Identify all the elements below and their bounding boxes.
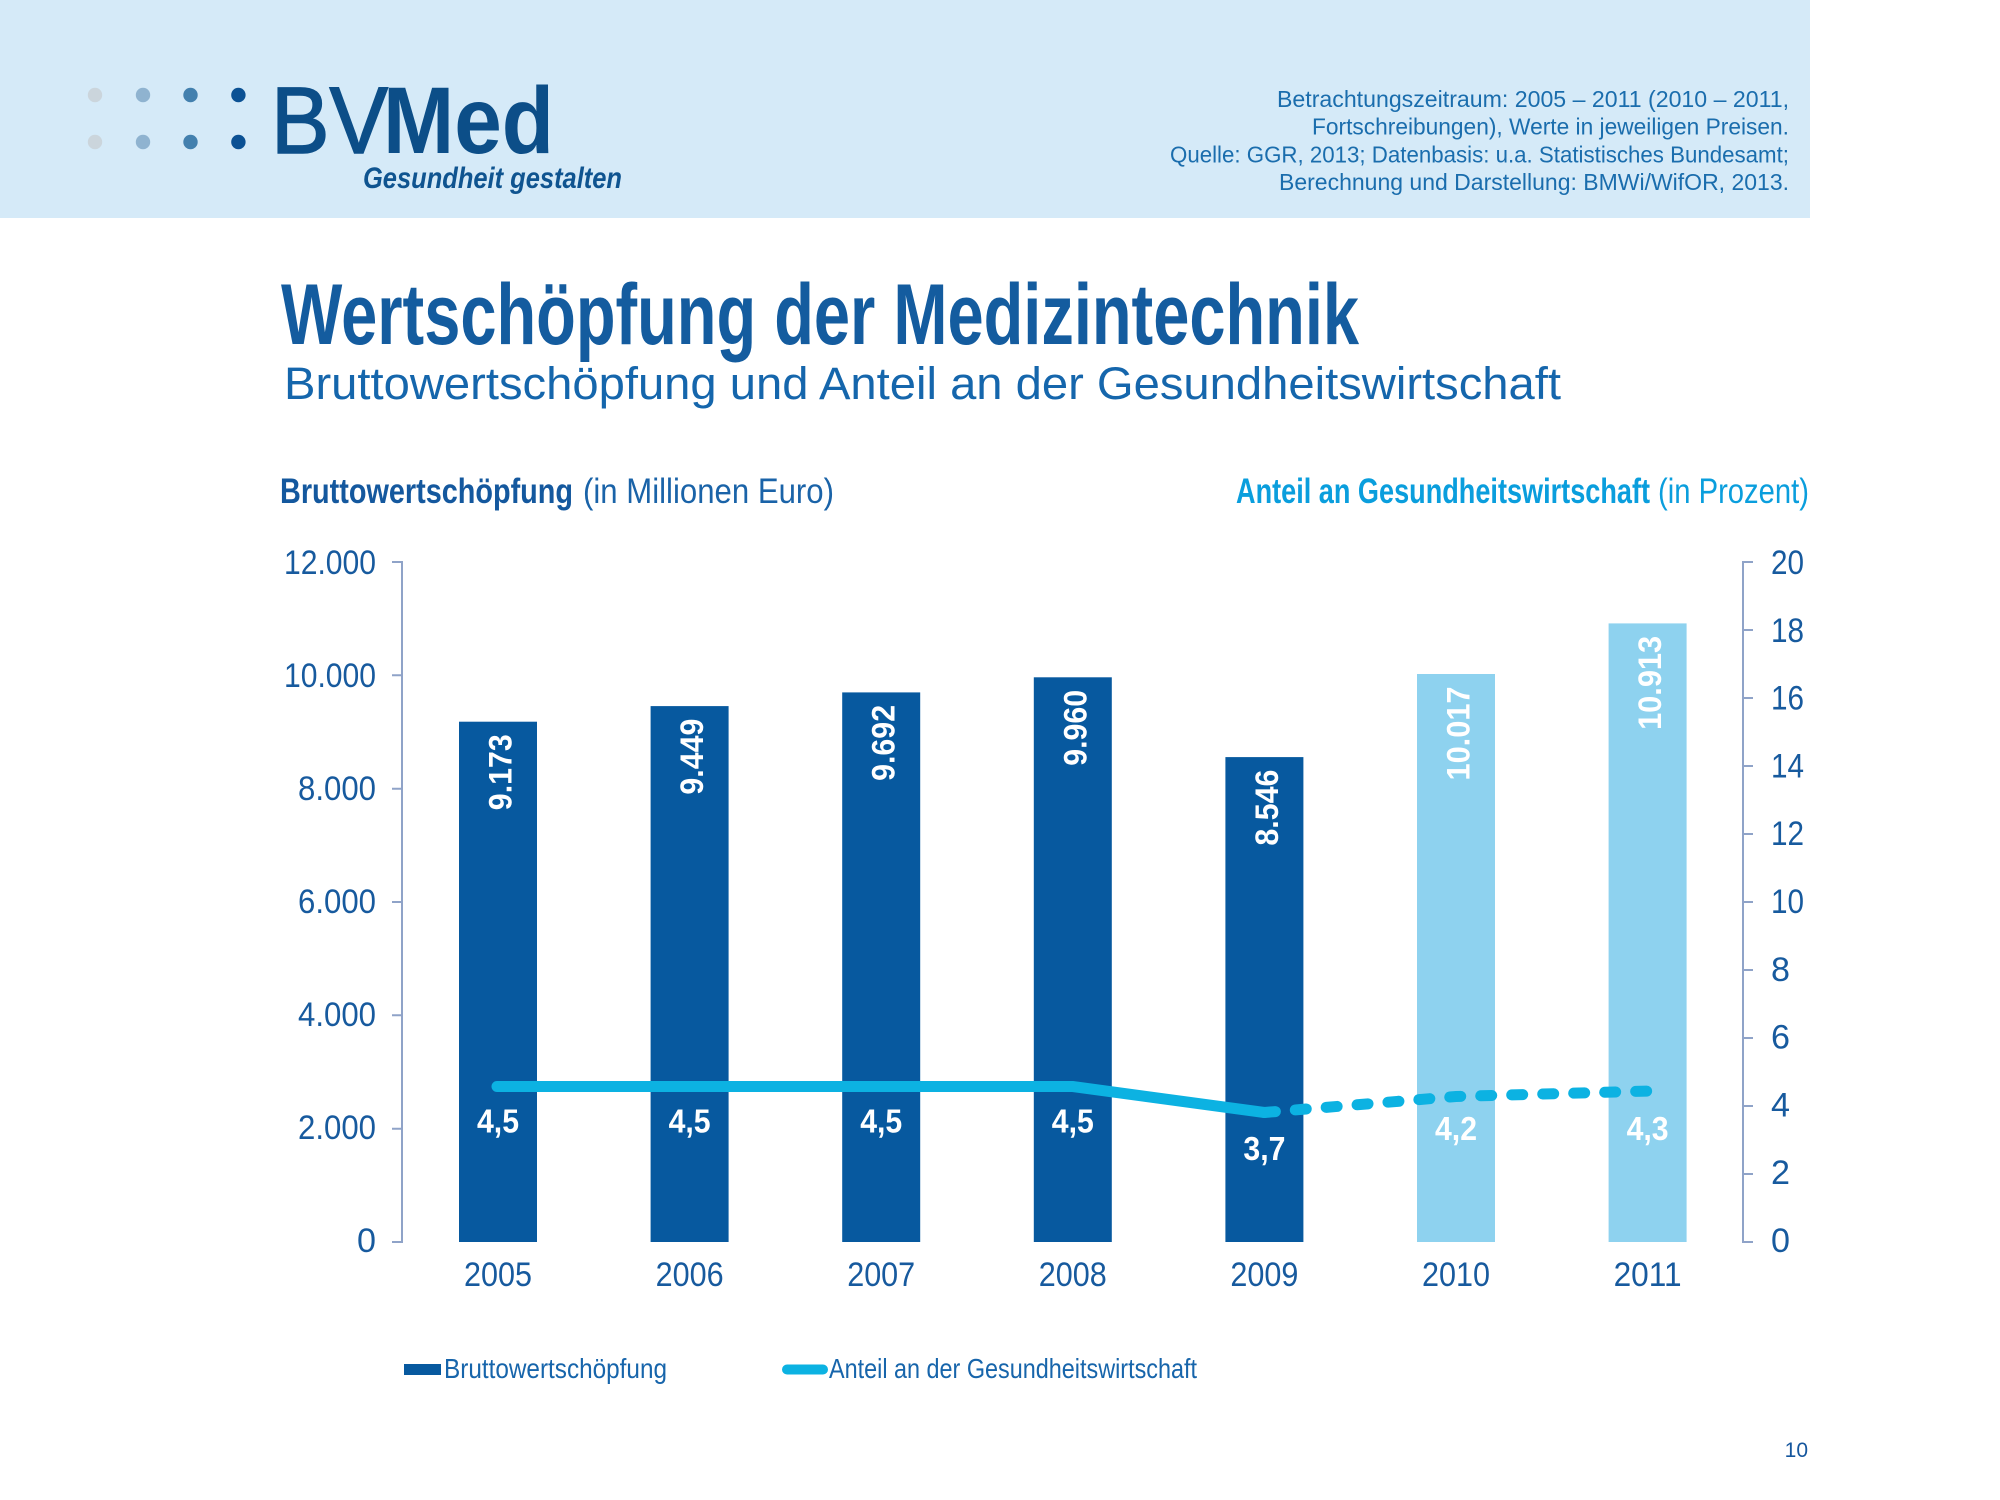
svg-text:8.546: 8.546 [1249,770,1285,846]
svg-text:4,2: 4,2 [1435,1110,1477,1147]
svg-text:Betrachtungszeitraum: 2005 – 2: Betrachtungszeitraum: 2005 – 2011 (2010 … [1277,86,1789,112]
svg-text:20: 20 [1771,544,1804,582]
svg-text:Wertschöpfung der Medizintechn: Wertschöpfung der Medizintechnik [281,267,1359,363]
svg-text:(in Millionen Euro): (in Millionen Euro) [583,472,834,511]
svg-text:(in Prozent): (in Prozent) [1658,472,1809,511]
svg-text:4.000: 4.000 [298,996,376,1034]
svg-text:Anteil an der Gesundheitswirts: Anteil an der Gesundheitswirtschaft [829,1353,1197,1384]
svg-text:Fortschreibungen), Werte in je: Fortschreibungen), Werte in jeweiligen P… [1312,114,1789,140]
svg-text:3,7: 3,7 [1243,1130,1285,1167]
svg-text:Quelle: GGR, 2013; Datenbasis:: Quelle: GGR, 2013; Datenbasis: u.a. Stat… [1170,141,1789,167]
svg-text:9.449: 9.449 [674,719,710,795]
svg-text:Bruttowertschöpfung und Anteil: Bruttowertschöpfung und Anteil an der Ge… [284,358,1562,409]
svg-text:2005: 2005 [464,1256,532,1294]
svg-text:4,5: 4,5 [860,1103,902,1140]
svg-text:2.000: 2.000 [298,1109,376,1147]
svg-text:Med: Med [383,68,554,174]
svg-text:16: 16 [1771,680,1804,718]
svg-text:Bruttowertschöpfung: Bruttowertschöpfung [444,1353,667,1384]
svg-text:Anteil an Gesundheitswirtschaf: Anteil an Gesundheitswirtschaft [1236,472,1650,511]
svg-text:2008: 2008 [1039,1256,1107,1294]
svg-text:4: 4 [1771,1086,1790,1124]
svg-text:6.000: 6.000 [298,883,376,921]
svg-text:2006: 2006 [656,1256,724,1294]
svg-text:10: 10 [1771,883,1804,921]
svg-text:12.000: 12.000 [284,544,376,582]
svg-text:10.017: 10.017 [1441,687,1477,781]
svg-text:2007: 2007 [847,1256,915,1294]
svg-text:12: 12 [1771,815,1804,853]
svg-text:4,5: 4,5 [669,1103,711,1140]
svg-text:9.960: 9.960 [1057,690,1093,766]
svg-text:2: 2 [1771,1154,1790,1192]
svg-text:4,5: 4,5 [477,1103,519,1140]
svg-text:8.000: 8.000 [298,770,376,808]
svg-text:0: 0 [1771,1222,1790,1260]
svg-text:14: 14 [1771,747,1804,785]
svg-text:Gesundheit gestalten: Gesundheit gestalten [363,162,622,195]
svg-text:10.913: 10.913 [1632,636,1668,730]
svg-text:2009: 2009 [1230,1256,1298,1294]
svg-text:6: 6 [1771,1019,1790,1057]
svg-text:4,3: 4,3 [1627,1110,1669,1147]
svg-text:Bruttowertschöpfung: Bruttowertschöpfung [280,472,573,511]
svg-text:18: 18 [1771,612,1804,650]
svg-text:2010: 2010 [1422,1256,1490,1294]
svg-text:0: 0 [357,1222,376,1260]
svg-text:8: 8 [1771,951,1790,989]
svg-text:9.692: 9.692 [866,705,902,781]
svg-text:2011: 2011 [1614,1256,1682,1294]
svg-text:9.173: 9.173 [483,734,519,810]
svg-text:10.000: 10.000 [284,657,376,695]
svg-text:Berechnung und Darstellung: BM: Berechnung und Darstellung: BMWi/WifOR, … [1279,169,1789,195]
svg-text:10: 10 [1785,1439,1808,1462]
svg-text:4,5: 4,5 [1052,1103,1094,1140]
svg-text:BV: BV [271,68,388,174]
